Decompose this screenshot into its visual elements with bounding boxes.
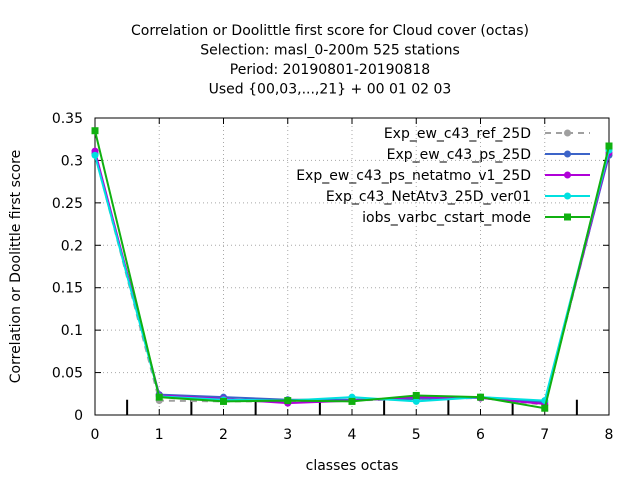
chart-title: Correlation or Doolittle first score for… bbox=[131, 23, 529, 98]
legend-entry: Exp_c43_NetAtv3_25D_ver01 bbox=[326, 189, 590, 205]
x-axis-label: classes octas bbox=[306, 458, 399, 474]
x-tick-label: 7 bbox=[540, 427, 549, 443]
series-line bbox=[94, 149, 610, 403]
legend-marker bbox=[564, 171, 571, 179]
axis-ticks: 0 1 2 3 4 5 6 7 8 0 0.05 0.1 0.15 0.2 0.25 0.3 0.35 bbox=[52, 111, 614, 443]
x-tick-label: 1 bbox=[155, 427, 164, 443]
data-point bbox=[412, 397, 420, 405]
x-tick-label: 6 bbox=[476, 427, 485, 443]
data-point bbox=[477, 393, 484, 401]
y-tick-label: 0.1 bbox=[61, 323, 83, 339]
data-point bbox=[541, 404, 549, 412]
x-tick-label: 4 bbox=[348, 427, 357, 443]
data-point bbox=[91, 127, 99, 135]
x-tick-label: 2 bbox=[219, 427, 228, 443]
legend-label: Exp_ew_c43_ps_netatmo_v1_25D bbox=[296, 168, 531, 184]
title-line: Selection: masl_0-200m 525 stations bbox=[200, 43, 460, 59]
legend-entry: Exp_ew_c43_ps_netatmo_v1_25D bbox=[296, 168, 590, 184]
y-tick-label: 0 bbox=[74, 408, 83, 424]
grid bbox=[94, 117, 610, 416]
y-tick-label: 0.2 bbox=[61, 238, 83, 254]
x-tick-label: 8 bbox=[605, 427, 614, 443]
data-point bbox=[155, 393, 163, 401]
legend-marker bbox=[564, 150, 571, 158]
y-axis-label: Correlation or Doolittle first score bbox=[8, 150, 24, 383]
title-line: Used {00,03,...,21} + 00 01 02 03 bbox=[209, 82, 452, 98]
legend-marker bbox=[564, 213, 571, 221]
title-line: Period: 20190801-20190818 bbox=[230, 62, 430, 78]
x-tick-label: 5 bbox=[412, 427, 421, 443]
legend-entry: iobs_varbc_cstart_mode bbox=[362, 210, 590, 226]
legend-entry: Exp_ew_c43_ref_25D bbox=[384, 126, 590, 142]
series-iobs_varbc_cstart_mode bbox=[91, 127, 613, 412]
y-tick-label: 0.3 bbox=[61, 153, 83, 169]
legend-entry: Exp_ew_c43_ps_25D bbox=[387, 147, 590, 163]
legend-label: Exp_ew_c43_ref_25D bbox=[384, 126, 531, 142]
data-point bbox=[91, 151, 99, 159]
data-point bbox=[220, 397, 227, 405]
data-point bbox=[605, 142, 613, 150]
x-tick-label: 3 bbox=[283, 427, 292, 443]
legend: Exp_ew_c43_ref_25D Exp_ew_c43_ps_25D Exp_e… bbox=[296, 126, 590, 226]
legend-label: Exp_c43_NetAtv3_25D_ver01 bbox=[326, 189, 531, 205]
legend-marker bbox=[564, 192, 571, 200]
data-point bbox=[412, 391, 420, 399]
y-tick-label: 0.35 bbox=[52, 111, 83, 127]
y-tick-label: 0.05 bbox=[52, 366, 83, 382]
count-marks bbox=[126, 399, 578, 415]
data-point bbox=[284, 397, 292, 405]
y-tick-label: 0.25 bbox=[52, 196, 83, 212]
x-tick-label: 0 bbox=[91, 427, 100, 443]
title-line: Correlation or Doolittle first score for… bbox=[131, 23, 529, 39]
series-lines bbox=[91, 127, 613, 412]
data-point bbox=[348, 397, 356, 405]
y-tick-label: 0.15 bbox=[52, 281, 83, 297]
legend-label: Exp_ew_c43_ps_25D bbox=[387, 147, 531, 163]
legend-label: iobs_varbc_cstart_mode bbox=[362, 210, 531, 226]
legend-marker bbox=[564, 129, 571, 137]
